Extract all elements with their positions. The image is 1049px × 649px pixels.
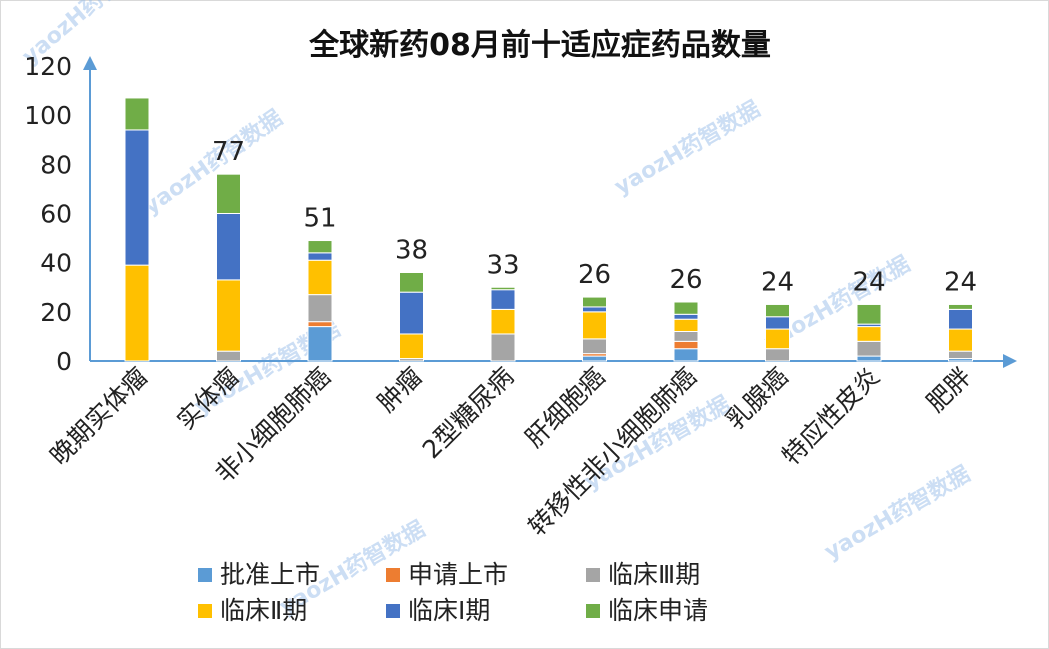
bar-segment <box>948 308 973 330</box>
bar-segment <box>399 272 424 293</box>
bar-segment <box>856 355 882 362</box>
x-axis-arrow <box>1003 354 1017 368</box>
bar-segment <box>216 279 241 352</box>
legend-swatch <box>386 604 400 618</box>
total-label: 24 <box>761 267 794 297</box>
bar-segment <box>490 286 516 291</box>
y-tick-label: 40 <box>40 249 72 278</box>
y-tick-label: 120 <box>24 52 72 81</box>
legend-label: 临床Ⅲ期 <box>608 560 700 589</box>
total-label: 38 <box>395 236 428 266</box>
legend-swatch <box>586 568 600 582</box>
bar-segment <box>673 301 699 315</box>
bar-segment <box>124 264 150 362</box>
bar-segment <box>673 340 699 350</box>
bar-segment <box>673 313 699 320</box>
bar-segment <box>307 326 333 362</box>
total-label: 33 <box>486 250 519 280</box>
y-axis: 0 20 40 60 80 100 120 <box>24 52 97 376</box>
total-label: 26 <box>578 260 611 290</box>
bar-segment <box>307 259 333 296</box>
bar-segment <box>582 355 607 362</box>
legend-label: 批准上市 <box>220 560 320 589</box>
y-tick-label: 0 <box>56 347 72 376</box>
bar-segment <box>582 338 607 355</box>
legend-swatch <box>386 568 400 582</box>
bar-segment <box>307 252 333 261</box>
bar-segment <box>673 348 699 362</box>
bar-segment <box>856 326 882 342</box>
legend-label: 临床Ⅰ期 <box>408 596 490 625</box>
y-tick-label: 100 <box>24 101 72 130</box>
bar-segment <box>765 316 790 330</box>
bar-segment <box>765 303 790 318</box>
total-labels: 77 51 38 33 26 26 24 24 24 <box>212 137 977 297</box>
total-label: 77 <box>212 137 245 167</box>
total-label: 51 <box>303 204 336 234</box>
bar-segment <box>856 303 882 325</box>
total-label: 24 <box>944 267 977 297</box>
legend-label: 申请上市 <box>408 560 508 589</box>
bar-segment <box>399 291 424 335</box>
legend-swatch <box>198 568 212 582</box>
bar-segment <box>582 311 607 340</box>
y-axis-arrow <box>83 56 97 70</box>
legend-swatch <box>198 604 212 618</box>
bar-segment <box>216 213 241 281</box>
bar-segment <box>490 333 516 362</box>
total-label: 26 <box>669 265 702 295</box>
bar-segment <box>673 331 699 342</box>
bar-segment <box>124 97 150 131</box>
legend-label: 临床申请 <box>608 596 708 625</box>
bar-segment <box>856 340 882 357</box>
bar-segment <box>124 129 150 266</box>
bar-segment <box>490 308 516 335</box>
total-label: 24 <box>852 267 885 297</box>
bar-segment <box>307 294 333 323</box>
bar-segment <box>399 333 424 360</box>
bar-segment <box>490 289 516 310</box>
bar-segment <box>673 318 699 333</box>
bar-segment <box>765 348 790 362</box>
legend-swatch <box>586 604 600 618</box>
bar-segment <box>948 303 973 310</box>
bar-segment <box>582 296 607 308</box>
bar-stacks <box>124 97 973 362</box>
y-tick-label: 20 <box>40 298 72 327</box>
y-tick-label: 60 <box>40 200 72 229</box>
bar-segment <box>765 328 790 350</box>
bar-segment <box>582 306 607 313</box>
chart-title: 全球新药08月前十适应症药品数量 <box>308 28 771 63</box>
bar-segment <box>216 173 241 215</box>
bar-segment <box>307 240 333 254</box>
x-axis <box>90 354 1017 368</box>
legend-label: 临床Ⅱ期 <box>220 596 307 625</box>
bar-segment <box>948 350 973 360</box>
bar-segment <box>216 350 241 362</box>
y-tick-label: 80 <box>40 150 72 179</box>
bar-segment <box>948 328 973 352</box>
bar-segment <box>307 321 333 328</box>
